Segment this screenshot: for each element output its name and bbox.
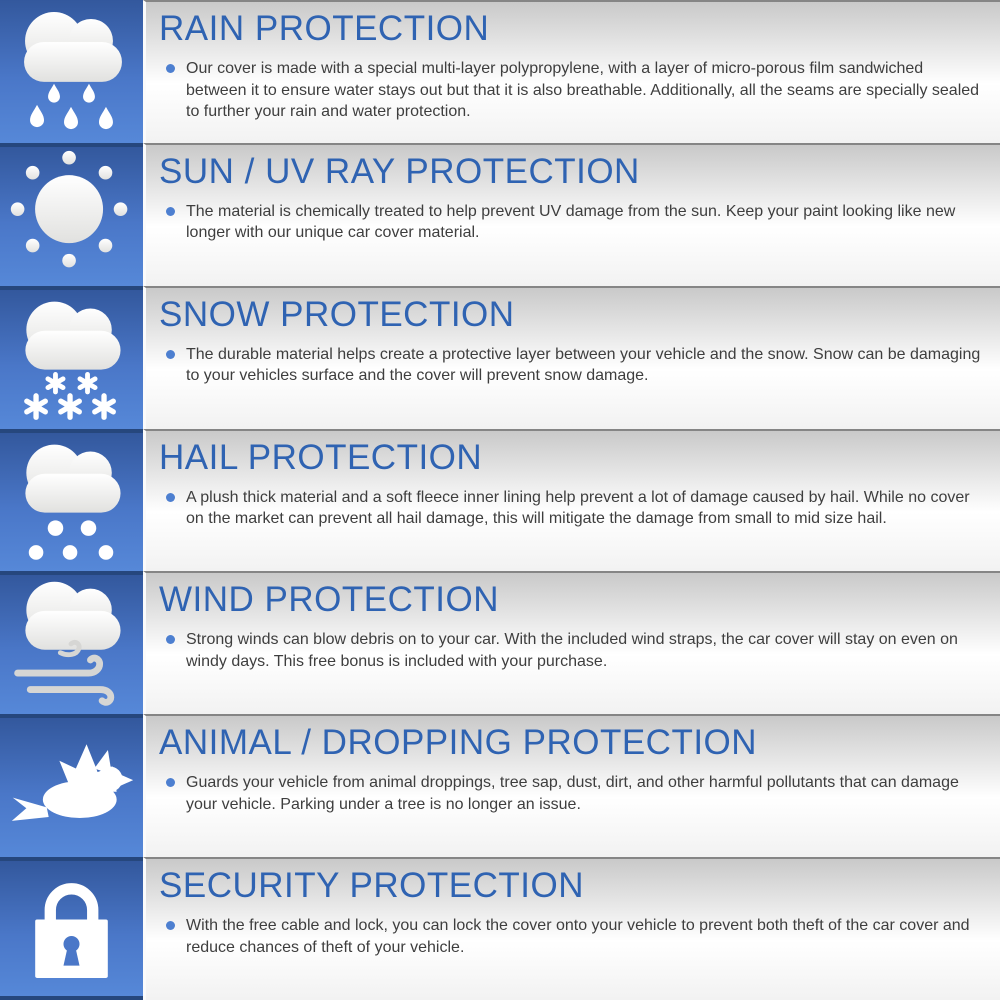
sun-icon bbox=[10, 150, 128, 268]
section-title: ANIMAL / DROPPING PROTECTION bbox=[159, 723, 758, 763]
text-cell: SUN / UV RAY PROTECTION The material is … bbox=[143, 142, 1000, 286]
bullet-icon bbox=[166, 349, 175, 359]
rain-cloud-icon bbox=[24, 11, 122, 130]
hail-cloud-icon bbox=[25, 444, 121, 560]
bird-icon bbox=[11, 744, 134, 822]
text-cell: SNOW PROTECTION The durable material hel… bbox=[143, 285, 1000, 429]
text-cell: WIND PROTECTION Strong winds can blow de… bbox=[143, 571, 1000, 715]
icon-cell bbox=[0, 0, 143, 143]
section-body: Guards your vehicle from animal dropping… bbox=[186, 774, 959, 813]
section-title: SUN / UV RAY PROTECTION bbox=[159, 151, 640, 191]
section-body: With the free cable and lock, you can lo… bbox=[186, 917, 970, 956]
feature-row-hail: HAIL PROTECTION A plush thick material a… bbox=[0, 428, 1000, 572]
feature-row-sun: SUN / UV RAY PROTECTION The material is … bbox=[0, 142, 1000, 286]
section-body: Strong winds can blow debris on to your … bbox=[186, 631, 958, 670]
bullet-icon bbox=[166, 64, 175, 73]
icon-cell bbox=[0, 142, 143, 286]
section-title: HAIL PROTECTION bbox=[159, 437, 483, 477]
icon-cell bbox=[0, 714, 143, 858]
bullet-row: The material is chemically treated to he… bbox=[166, 201, 988, 244]
bullet-icon bbox=[166, 206, 175, 216]
bullet-icon bbox=[166, 921, 175, 931]
text-cell: HAIL PROTECTION A plush thick material a… bbox=[143, 428, 1000, 572]
section-title: SNOW PROTECTION bbox=[159, 294, 515, 334]
snow-cloud-icon bbox=[24, 301, 121, 420]
bullet-icon bbox=[166, 778, 175, 788]
bullet-row: A plush thick material and a soft fleece… bbox=[166, 487, 988, 530]
bullet-row: The durable material helps create a prot… bbox=[166, 344, 988, 387]
icon-cell bbox=[0, 571, 143, 715]
feature-row-snow: SNOW PROTECTION The durable material hel… bbox=[0, 285, 1000, 429]
feature-row-security: SECURITY PROTECTION With the free cable … bbox=[0, 857, 1000, 1000]
icon-cell bbox=[0, 428, 143, 572]
section-body: The durable material helps create a prot… bbox=[186, 345, 981, 385]
text-cell: RAIN PROTECTION Our cover is made with a… bbox=[143, 0, 1000, 143]
section-title: RAIN PROTECTION bbox=[159, 9, 490, 48]
feature-row-wind: WIND PROTECTION Strong winds can blow de… bbox=[0, 571, 1000, 715]
bullet-row: Strong winds can blow debris on to your … bbox=[166, 629, 988, 672]
icon-cell bbox=[0, 285, 143, 429]
wind-cloud-icon bbox=[14, 582, 121, 707]
padlock-icon bbox=[35, 883, 108, 979]
icon-cell bbox=[0, 857, 143, 1000]
section-title: WIND PROTECTION bbox=[159, 580, 499, 620]
text-cell: ANIMAL / DROPPING PROTECTION Guards your… bbox=[143, 714, 1000, 858]
feature-row-animal: ANIMAL / DROPPING PROTECTION Guards your… bbox=[0, 714, 1000, 858]
bullet-icon bbox=[166, 635, 175, 645]
text-cell: SECURITY PROTECTION With the free cable … bbox=[143, 857, 1000, 1000]
section-title: SECURITY PROTECTION bbox=[159, 866, 585, 906]
bullet-row: Our cover is made with a special multi-l… bbox=[166, 58, 988, 123]
bullet-row: Guards your vehicle from animal dropping… bbox=[166, 772, 988, 815]
section-body: A plush thick material and a soft fleece… bbox=[186, 488, 970, 528]
bullet-icon bbox=[166, 492, 175, 502]
bullet-row: With the free cable and lock, you can lo… bbox=[166, 915, 988, 958]
feature-row-rain: RAIN PROTECTION Our cover is made with a… bbox=[0, 0, 1000, 143]
section-body: Our cover is made with a special multi-l… bbox=[186, 60, 980, 120]
section-body: The material is chemically treated to he… bbox=[186, 202, 956, 242]
